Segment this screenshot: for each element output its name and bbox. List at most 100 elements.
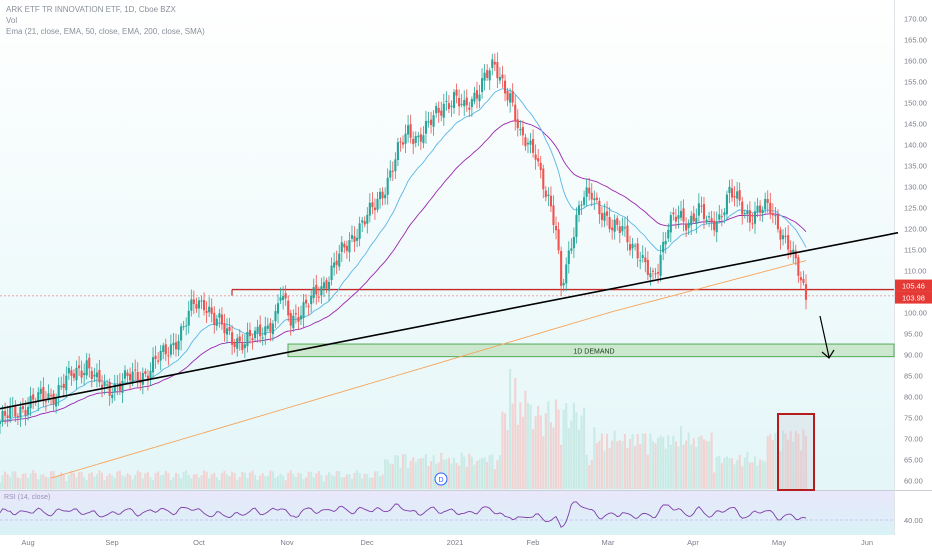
volume-bar <box>62 475 65 489</box>
candle-body <box>511 91 514 103</box>
volume-bar <box>751 462 754 489</box>
volume-bar <box>139 472 142 489</box>
volume-bar <box>208 478 211 489</box>
candle-body <box>348 240 351 253</box>
candle-body <box>67 367 70 374</box>
volume-bar <box>511 403 514 489</box>
price-tick-label: 125.00 <box>904 203 927 212</box>
candle-body <box>113 383 116 393</box>
price-tick-label: 155.00 <box>904 77 927 86</box>
moving-average-label: Ema (21, close, EMA, 50, close, EMA, 200… <box>6 27 205 36</box>
volume-bar <box>769 434 772 489</box>
candle-body <box>236 338 239 349</box>
candle-body <box>651 270 655 272</box>
price-tick-label: 65.00 <box>904 456 923 465</box>
volume-bar <box>34 473 37 489</box>
volume-bar <box>16 477 19 489</box>
volume-bar <box>195 474 198 489</box>
volume-bar <box>644 433 647 489</box>
volume-bar <box>335 470 338 489</box>
volume-bar <box>190 478 193 489</box>
candle-body <box>70 370 73 376</box>
volume-bar <box>756 465 759 489</box>
volume-bar <box>37 479 40 489</box>
candle-body <box>685 224 688 231</box>
volume-bar <box>419 458 422 489</box>
candle-body <box>111 394 114 399</box>
volume-bar <box>305 477 308 489</box>
candle-body <box>794 250 797 259</box>
candle-body <box>373 207 376 211</box>
volume-bar <box>121 475 124 489</box>
candle-body <box>231 332 234 345</box>
volume-bar <box>49 471 53 489</box>
volume-bar <box>501 411 504 489</box>
volume-bar <box>509 369 512 489</box>
time-tick-label: Mar <box>602 538 615 547</box>
volume-bar <box>583 407 586 489</box>
volume-bar <box>228 475 231 489</box>
candle-body <box>32 394 35 400</box>
volume-bar <box>340 477 343 489</box>
volume-bar <box>32 470 35 489</box>
chart-title: ARK ETF TR INNOVATION ETF, 1D, Cboe BZX <box>6 5 176 14</box>
candle-body <box>445 100 448 102</box>
sma200-line <box>50 260 807 479</box>
candle-body <box>394 159 397 172</box>
candle-body <box>154 355 157 360</box>
price-tick-label: 80.00 <box>904 393 923 402</box>
candle-body <box>787 235 790 250</box>
price-tick-label: 150.00 <box>904 98 927 107</box>
price-badge-last: 103.98 <box>902 294 925 303</box>
volume-bar <box>292 473 295 489</box>
volume-bar <box>616 441 619 489</box>
volume-bar <box>741 466 744 489</box>
candle-body <box>682 208 685 222</box>
price-tick-label: 170.00 <box>904 14 927 23</box>
volume-bar <box>705 440 708 489</box>
candle-body <box>381 191 384 199</box>
candle-body <box>539 162 542 170</box>
volume-bar <box>534 416 537 489</box>
candle-body <box>547 194 550 197</box>
volume-bar <box>506 430 509 489</box>
candle-body <box>802 278 805 283</box>
candle-body <box>733 196 736 198</box>
volume-bar <box>322 481 325 489</box>
volume-bar <box>243 472 246 489</box>
volume-bar <box>685 440 688 489</box>
price-tick-label: 135.00 <box>904 161 927 170</box>
volume-bar <box>483 457 486 489</box>
volume-bar <box>458 465 461 489</box>
candle-body <box>447 103 450 110</box>
candle-body <box>572 236 575 249</box>
time-tick-label: Sep <box>105 538 118 547</box>
candle-body <box>702 204 706 220</box>
candle-body <box>756 205 759 212</box>
candle-body <box>24 410 27 416</box>
candle-body <box>588 187 591 194</box>
plot-background <box>0 0 894 490</box>
candle-body <box>552 205 555 226</box>
volume-bar <box>422 457 425 489</box>
candle-body <box>577 205 581 215</box>
volume-bar <box>192 474 195 489</box>
candle-body <box>302 302 305 319</box>
candle-body <box>422 135 425 144</box>
candle-body <box>177 340 180 350</box>
volume-bar <box>256 479 259 489</box>
volume-bar <box>733 464 736 489</box>
volume-bar <box>486 461 489 489</box>
candle-body <box>657 271 660 274</box>
volume-bar <box>496 460 499 489</box>
candle-body <box>213 312 216 326</box>
volume-bar <box>598 440 601 489</box>
volume-bar <box>315 473 318 489</box>
volume-bar <box>657 437 660 489</box>
demand-zone <box>287 343 895 358</box>
candle-body <box>725 194 728 215</box>
candle-body <box>78 365 81 369</box>
volume-bar <box>399 467 402 489</box>
volume-bar <box>526 402 530 489</box>
